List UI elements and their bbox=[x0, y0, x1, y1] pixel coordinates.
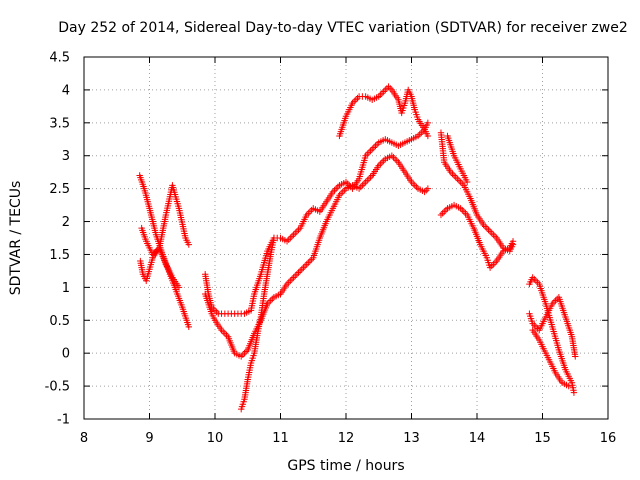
y-tick-label: 4.5 bbox=[49, 51, 70, 66]
y-tick-label: 3.5 bbox=[49, 116, 70, 131]
y-tick-label: 2.5 bbox=[49, 182, 70, 197]
data-point bbox=[185, 323, 192, 331]
y-tick-label: -0.5 bbox=[45, 380, 70, 395]
data-point bbox=[572, 353, 579, 360]
data-point bbox=[565, 382, 572, 390]
y-tick-label: 3 bbox=[62, 149, 70, 164]
y-tick-label: 1 bbox=[62, 281, 70, 296]
data-point bbox=[463, 178, 471, 186]
data-point bbox=[424, 119, 432, 127]
y-tick-label: 2 bbox=[62, 215, 70, 230]
data-point bbox=[570, 389, 578, 396]
x-tick-label: 12 bbox=[338, 431, 355, 446]
chart-title: Day 252 of 2014, Sidereal Day-to-day VTE… bbox=[58, 20, 628, 36]
y-tick-label: 1.5 bbox=[49, 248, 70, 263]
x-tick-label: 13 bbox=[403, 431, 420, 446]
data-point bbox=[509, 238, 517, 245]
x-tick-labels: 8 9 10 11 12 13 14 15 16 bbox=[80, 431, 616, 446]
data-point bbox=[175, 284, 183, 291]
data-point bbox=[424, 185, 432, 192]
y-tick-label: -1 bbox=[57, 413, 70, 428]
x-tick-label: 15 bbox=[534, 431, 551, 446]
x-tick-label: 9 bbox=[145, 431, 153, 446]
x-tick-label: 16 bbox=[600, 431, 617, 446]
y-tick-labels: -1 -0.5 0 0.5 1 1.5 2 2.5 3 3.5 4 4.5 bbox=[45, 51, 70, 428]
y-axis-label: SDTVAR / TECUs bbox=[8, 181, 24, 296]
y-tick-label: 0.5 bbox=[49, 314, 70, 329]
data-points bbox=[136, 83, 579, 413]
y-tick-label: 4 bbox=[62, 83, 70, 98]
x-tick-label: 8 bbox=[80, 431, 88, 446]
data-point bbox=[185, 241, 192, 248]
x-tick-label: 10 bbox=[207, 431, 224, 446]
x-tick-label: 14 bbox=[469, 431, 486, 446]
data-point bbox=[270, 234, 278, 242]
x-axis-label: GPS time / hours bbox=[287, 458, 404, 474]
data-point bbox=[424, 132, 432, 140]
y-tick-label: 0 bbox=[62, 347, 70, 362]
x-tick-label: 11 bbox=[272, 431, 289, 446]
axis-ticks bbox=[83, 56, 609, 420]
